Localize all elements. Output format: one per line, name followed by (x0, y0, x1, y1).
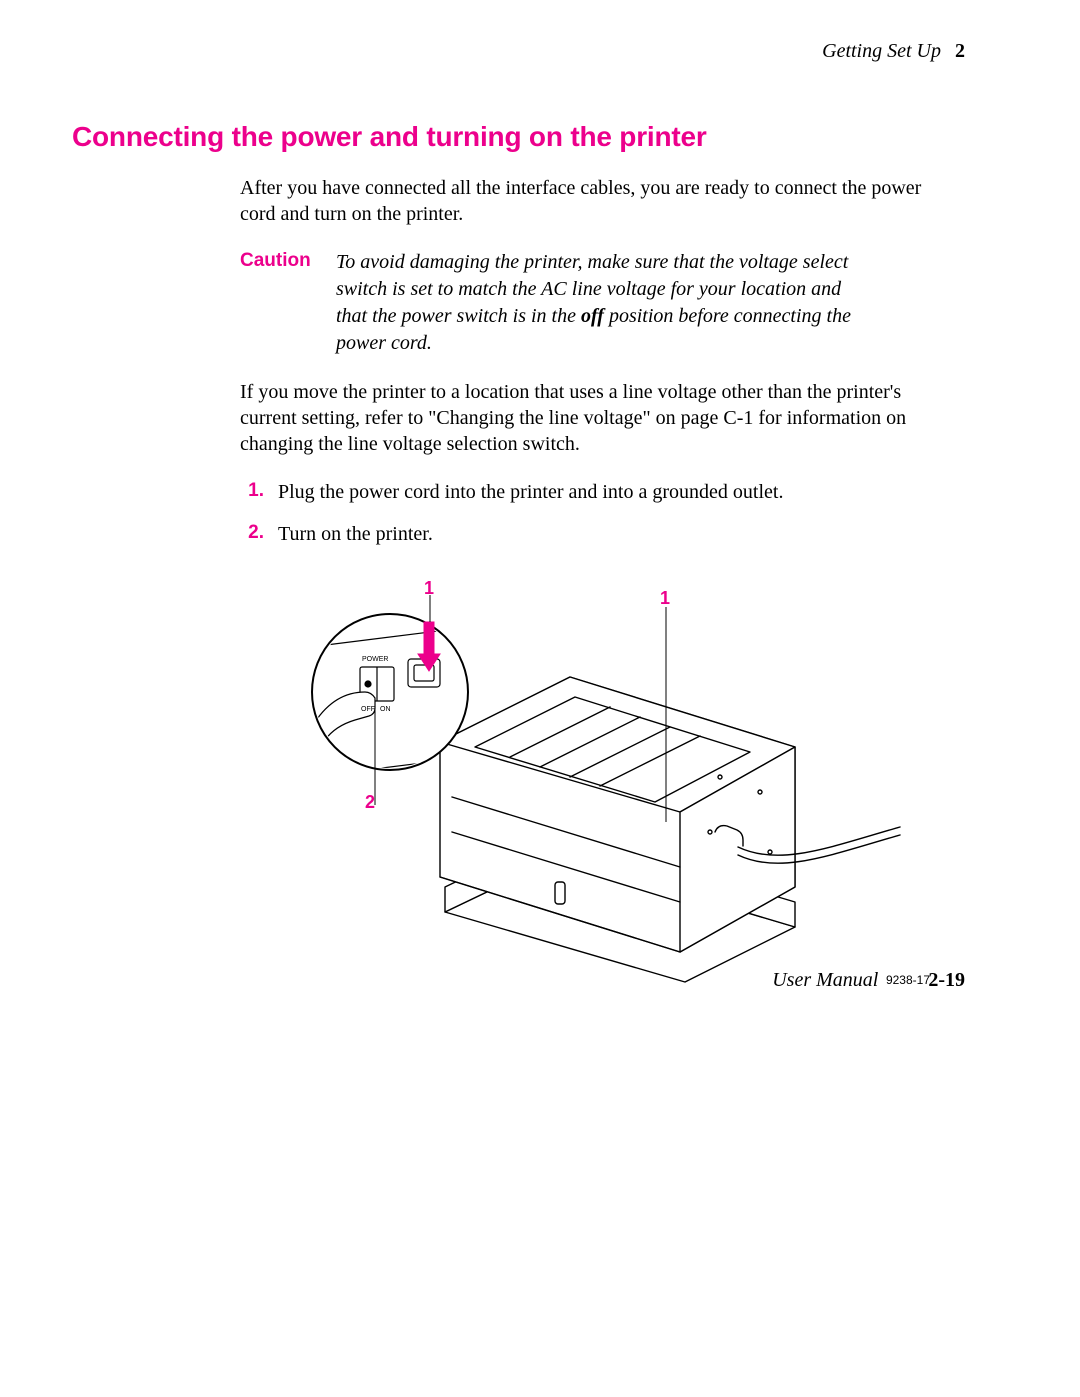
step-number: 1. (240, 479, 264, 505)
step-text: Turn on the printer. (278, 521, 433, 547)
intro-paragraph: After you have connected all the interfa… (240, 175, 960, 227)
on-label: ON (380, 706, 391, 713)
section-name: Getting Set Up (822, 40, 941, 62)
move-paragraph: If you move the printer to a location th… (240, 379, 960, 457)
caution-text: To avoid damaging the printer, make sure… (336, 249, 876, 357)
off-label: OFF (361, 706, 375, 713)
caution-label: Caution (240, 249, 318, 357)
chapter-number: 2 (955, 40, 965, 62)
step-text: Plug the power cord into the printer and… (278, 479, 783, 505)
step-2: 2. Turn on the printer. (240, 521, 960, 547)
footer-manual: User Manual (772, 969, 878, 991)
printer-figure: 1 1 2 (240, 577, 960, 1007)
printer-illustration: POWER OFF ON (240, 577, 960, 1007)
callout-1-top-left: 1 (424, 577, 434, 600)
callout-2-left: 2 (365, 791, 375, 814)
running-header: Getting Set Up 2 (72, 40, 965, 63)
caution-block: Caution To avoid damaging the printer, m… (240, 249, 960, 357)
power-label: POWER (362, 656, 388, 663)
footer: User Manual 2-19 (772, 969, 965, 992)
step-number: 2. (240, 521, 264, 547)
step-1: 1. Plug the power cord into the printer … (240, 479, 960, 505)
footer-page: 2-19 (928, 969, 965, 991)
callout-1-top-right: 1 (660, 587, 670, 610)
page-title: Connecting the power and turning on the … (72, 121, 965, 153)
